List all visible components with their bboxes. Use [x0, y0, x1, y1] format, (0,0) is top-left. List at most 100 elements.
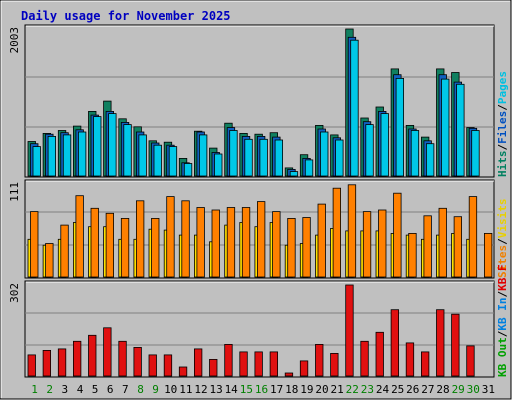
bar-kb-f — [284, 372, 294, 377]
bar-kb-f — [390, 309, 400, 377]
x-tick-label: 3 — [61, 383, 68, 396]
bar-pages — [395, 78, 405, 177]
x-tick-label: 2 — [46, 383, 53, 396]
bar-sites — [256, 201, 266, 278]
bar-sites — [241, 207, 251, 278]
bar-kb-f — [88, 334, 97, 377]
bar-sites — [347, 184, 357, 278]
bar-pages — [93, 116, 102, 177]
legend-label: Files — [496, 111, 509, 144]
panels-group: 2003Hits/Files/Pages111Sites/Visits302KB… — [8, 24, 509, 378]
bar-kb-f — [57, 348, 67, 377]
bar-kb-f — [27, 354, 36, 377]
x-tick-label: 9 — [152, 383, 159, 396]
bar-kb-f — [209, 358, 218, 377]
bar-pages — [441, 78, 450, 177]
bar-pages — [471, 130, 480, 177]
x-tick-label: 31 — [482, 383, 495, 396]
bar-sites — [423, 215, 432, 278]
bar-sites — [468, 196, 478, 278]
x-tick-label: 12 — [194, 383, 207, 396]
x-tick-label: 4 — [77, 383, 84, 396]
legend-label: KB F — [496, 264, 509, 291]
bar-kb-f — [420, 351, 430, 377]
bar-pages — [168, 146, 178, 177]
bar-kb-f — [375, 331, 384, 377]
bar-pages — [62, 134, 72, 177]
bar-pages — [289, 171, 299, 177]
x-tick-label: 19 — [300, 383, 313, 396]
panel-visits-sites: 111 Sites/Visits — [8, 179, 509, 279]
bar-pages — [32, 146, 41, 177]
bar-sites — [317, 203, 326, 278]
legend-label: / — [496, 104, 509, 111]
bar-sites — [408, 232, 417, 278]
bar-pages — [410, 130, 420, 177]
bar-sites — [151, 217, 160, 278]
x-tick-label: 21 — [330, 383, 343, 396]
bar-sites — [135, 200, 145, 278]
x-tick-label: 25 — [391, 383, 404, 396]
bar-sites — [362, 211, 372, 278]
x-tick-label: 20 — [315, 383, 328, 396]
right-legend: KB Out/KB In/KB F — [496, 264, 509, 377]
bar-kb-f — [224, 343, 233, 377]
bar-sites — [287, 217, 296, 278]
bar-pages — [244, 138, 253, 177]
bar-kb-f — [345, 284, 354, 377]
bar-sites — [483, 232, 493, 278]
x-tick-label: 10 — [164, 383, 177, 396]
bar-kb-f — [436, 309, 445, 377]
bar-pages — [183, 163, 193, 177]
bar-kb-f — [163, 354, 173, 377]
x-tick-label: 23 — [361, 383, 374, 396]
y-axis-max-label: 302 — [8, 283, 21, 303]
bar-kb-f — [239, 351, 248, 377]
bar-pages — [320, 131, 329, 177]
panel-frame — [24, 24, 495, 178]
bar-sites — [120, 217, 130, 278]
bar-sites — [332, 187, 342, 278]
bar-sites — [272, 211, 281, 278]
x-tick-label: 29 — [452, 383, 465, 396]
bar-pages — [153, 144, 162, 177]
x-axis-labels: 1 2 3 4 5 6 7 8 9 10 11 12 13 14 15 16 17 18 19 20 21 22 23 24 2… — [31, 383, 495, 396]
bar-kb-f — [269, 351, 279, 377]
bar-kb-f — [451, 313, 460, 377]
bar-sites — [166, 196, 175, 278]
bar-sites — [438, 207, 447, 278]
bar-kb-f — [103, 327, 112, 377]
bar-pages — [47, 135, 56, 177]
chart-title: Daily usage for November 2025 — [21, 9, 231, 23]
bar-sites — [211, 209, 220, 278]
x-tick-label: 13 — [209, 383, 222, 396]
legend-label: Sites — [496, 245, 509, 278]
bar-pages — [138, 134, 147, 177]
y-axis-max-label: 111 — [8, 182, 21, 202]
bar-kb-f — [133, 346, 142, 377]
bar-pages — [108, 113, 117, 177]
legend-label: KB Out — [496, 337, 509, 377]
bar-sites — [378, 209, 387, 278]
bar-kb-f — [193, 348, 203, 377]
x-tick-label: 16 — [255, 383, 268, 396]
x-tick-label: 15 — [240, 383, 253, 396]
legend-label: / — [496, 144, 509, 151]
panel-frame — [24, 179, 495, 279]
x-tick-label: 24 — [376, 383, 390, 396]
x-tick-label: 8 — [137, 383, 144, 396]
bar-sites — [90, 207, 99, 278]
legend-label: / — [496, 291, 509, 298]
bar-pages — [380, 113, 389, 177]
legend-label: Hits — [496, 151, 509, 178]
x-tick-label: 6 — [107, 383, 114, 396]
right-legend: Hits/Files/Pages — [496, 71, 509, 177]
x-tick-label: 27 — [421, 383, 434, 396]
bar-kb-f — [299, 360, 309, 377]
bar-pages — [425, 143, 435, 177]
bar-kb-f — [254, 351, 263, 377]
bar-sites — [393, 192, 402, 278]
